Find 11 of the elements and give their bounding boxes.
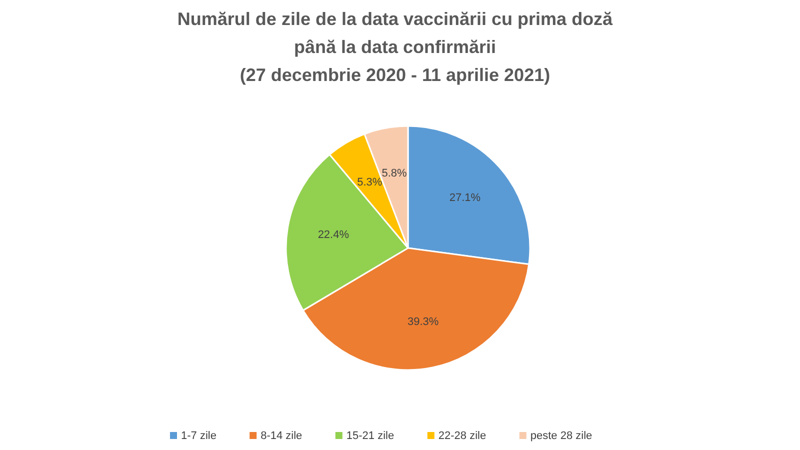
data-label: 39.3% xyxy=(408,316,439,328)
legend-label: peste 28 zile xyxy=(530,430,592,442)
data-label: 22.4% xyxy=(318,229,350,242)
data-label: 5.3% xyxy=(357,176,382,189)
legend-label: 22-28 zile xyxy=(438,430,486,442)
chart-title: Numărul de zile de la data vaccinării cu prima doză până la data confirmării (27 decembrie 2020 - 11 aprilie 2021) xyxy=(177,8,614,85)
legend-label: 1-7 zile xyxy=(181,430,216,442)
legend-label: 8-14 zile xyxy=(260,430,302,442)
legend-label: 15-21 zile xyxy=(346,430,394,442)
data-label: 5.8% xyxy=(382,168,408,180)
data-label: 27.1% xyxy=(449,192,481,204)
